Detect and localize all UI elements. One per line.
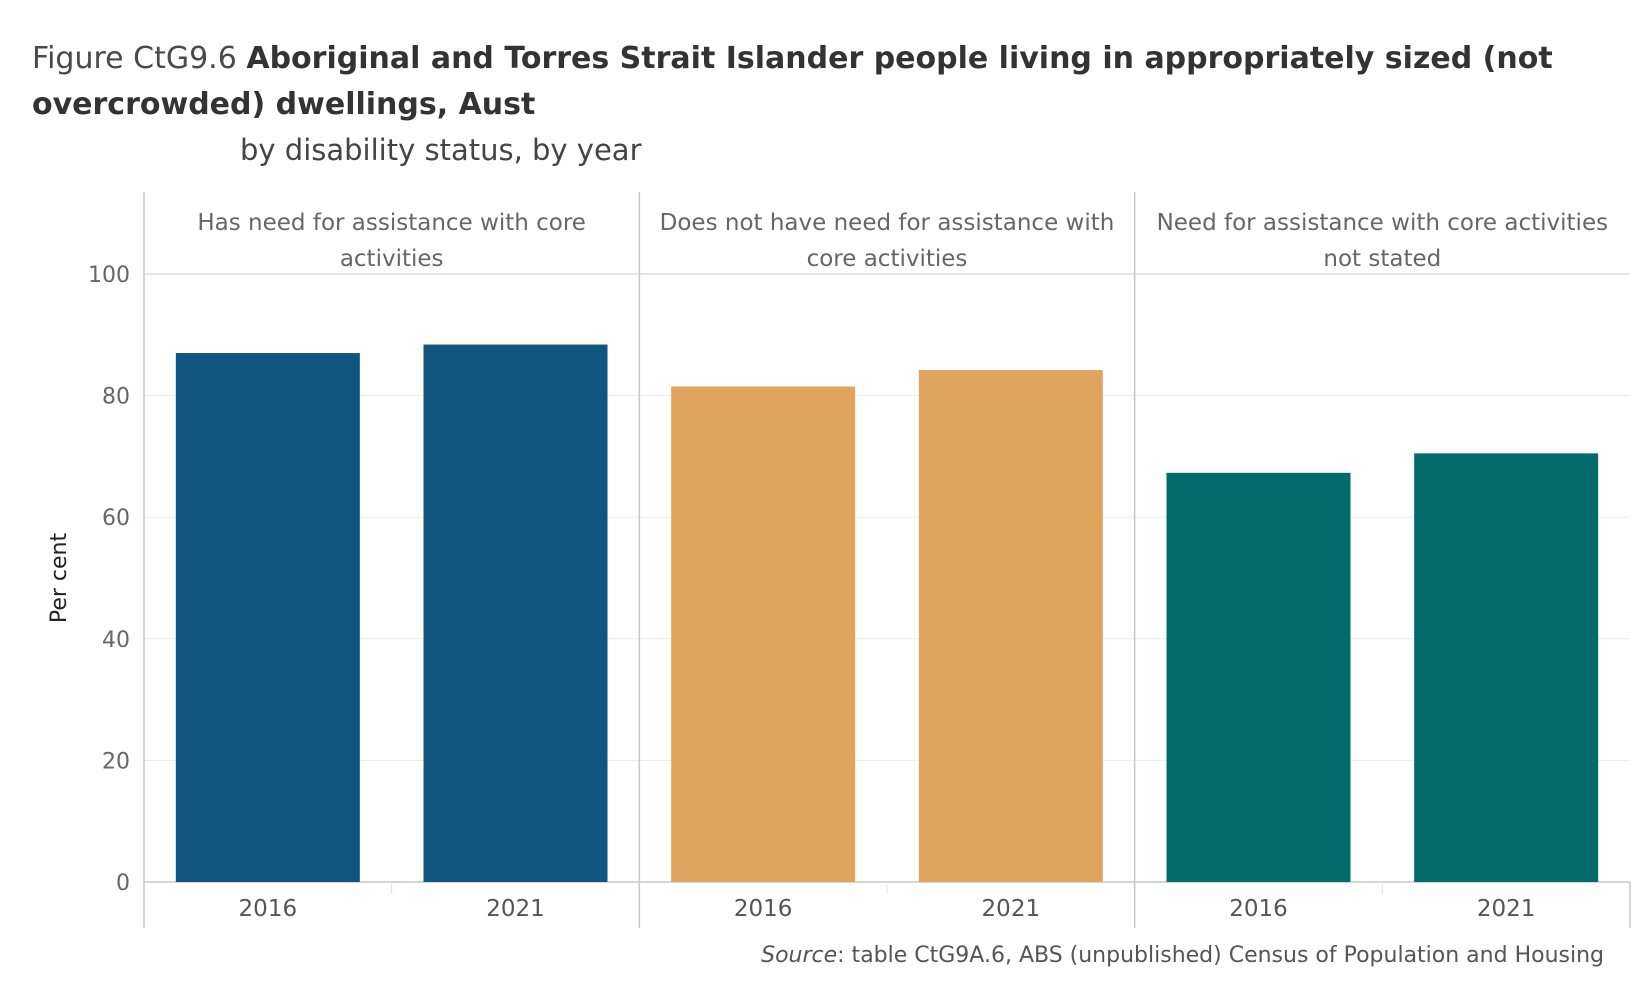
panel-title-3-line-2: not stated — [1323, 246, 1441, 272]
panel-title-1-line-1: Has need for assistance with core — [197, 210, 586, 236]
y-tick-label-80: 80 — [102, 385, 130, 410]
x-tick-label-panel-1-2021: 2021 — [486, 896, 545, 922]
bar-panel-3-2021 — [1414, 453, 1599, 882]
bar-panel-2-2021 — [918, 370, 1103, 882]
panel-title-1-line-2: activities — [340, 246, 444, 272]
chart-subtitle: by disability status, by year — [240, 133, 642, 167]
x-tick-label-panel-1-2016: 2016 — [239, 896, 298, 922]
source-note: Source: table CtG9A.6, ABS (unpublished)… — [761, 943, 1604, 968]
y-axis-label: Per cent — [47, 533, 72, 624]
source-label: Source — [761, 943, 838, 968]
y-tick-label-0: 0 — [116, 871, 130, 896]
x-tick-label-panel-2-2016: 2016 — [734, 896, 793, 922]
panel-title-3-line-1: Need for assistance with core activities — [1157, 210, 1609, 236]
panel-title-2-line-2: core activities — [807, 246, 968, 272]
figure-number: Figure CtG9.6 — [32, 41, 237, 76]
y-tick-label-60: 60 — [102, 506, 130, 531]
y-tick-label-100: 100 — [88, 263, 130, 288]
bar-panel-1-2016 — [175, 353, 360, 882]
x-tick-label-panel-3-2021: 2021 — [1477, 896, 1536, 922]
source-text: : table CtG9A.6, ABS (unpublished) Censu… — [837, 943, 1604, 968]
y-tick-label-40: 40 — [102, 628, 130, 653]
chart-title-line-2: overcrowded) dwellings, Aust — [32, 82, 1592, 128]
x-tick-label-panel-2-2021: 2021 — [982, 896, 1041, 922]
panel-title-2-line-1: Does not have need for assistance with — [660, 210, 1115, 236]
chart-title-continued: overcrowded) dwellings, Aust — [32, 87, 536, 122]
bar-panel-3-2016 — [1166, 472, 1351, 882]
y-tick-label-20: 20 — [102, 749, 130, 774]
chart-title: Aboriginal and Torres Strait Islander pe… — [246, 41, 1553, 76]
x-tick-label-panel-3-2016: 2016 — [1229, 896, 1288, 922]
bar-panel-1-2021 — [423, 344, 608, 882]
bar-panel-2-2016 — [671, 386, 856, 882]
chart-title-block: Figure CtG9.6 Aboriginal and Torres Stra… — [32, 36, 1592, 172]
chart-title-line-1: Figure CtG9.6 Aboriginal and Torres Stra… — [32, 36, 1592, 82]
